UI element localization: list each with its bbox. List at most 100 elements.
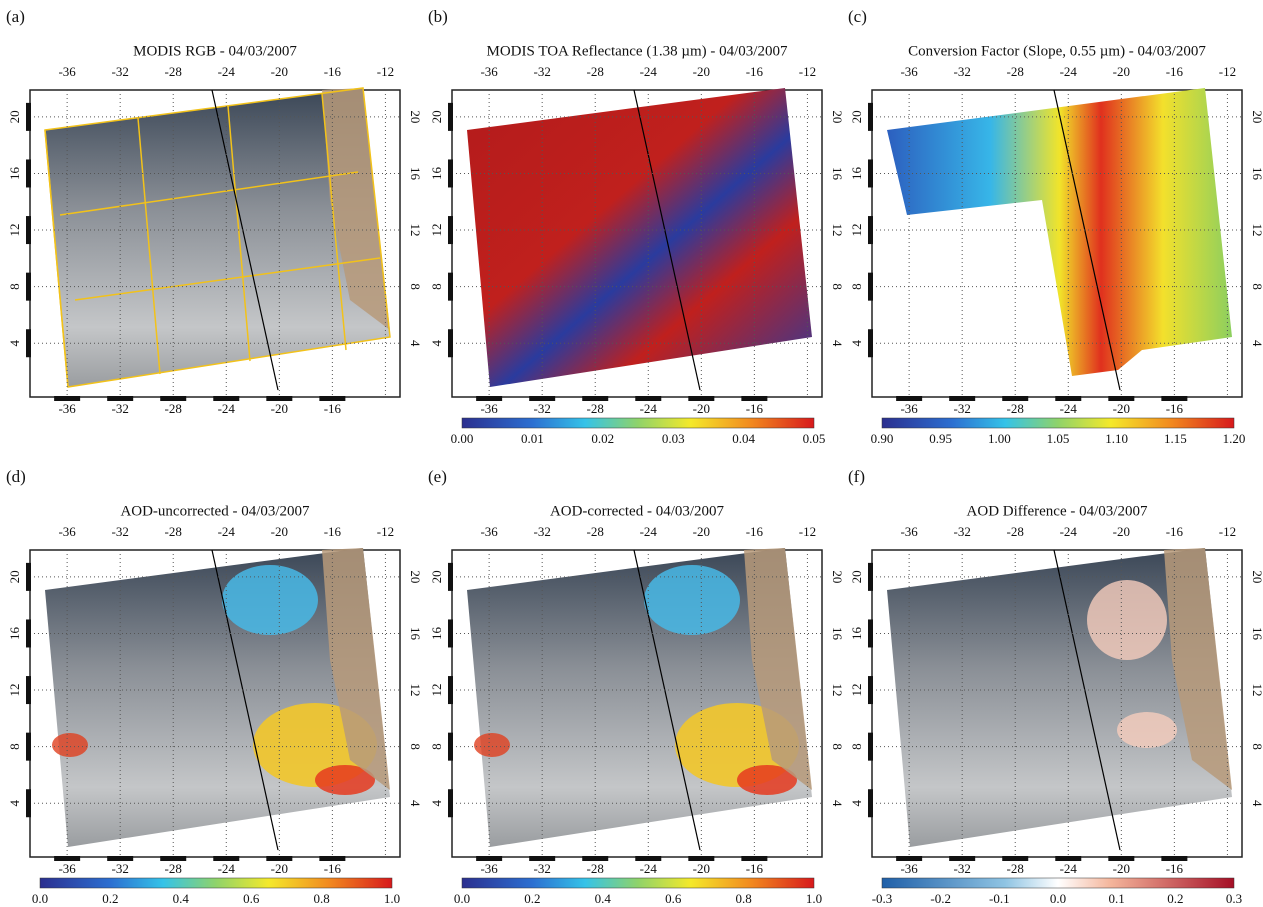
tick-bar (160, 396, 187, 401)
tick-bar (1002, 396, 1029, 401)
tick-bar (1108, 856, 1135, 861)
panel: (b) MODIS TOA Reflectance (1.38 µm) - 04/… (428, 7, 845, 446)
lat-tick-label: 20 (7, 110, 22, 123)
tick-bar (635, 396, 662, 401)
panel: (d) AOD-uncorrected - 04/03/2007 -36 -32 -28… (6, 467, 423, 906)
tick-bar (107, 856, 134, 861)
tick-bar (741, 856, 768, 861)
lat-tick-label: 20 (408, 570, 423, 583)
tick-bar (582, 396, 609, 401)
lon-tick-label: -28 (587, 524, 604, 539)
lon-tick-label: -24 (640, 524, 658, 539)
lon-tick-label: -28 (165, 524, 182, 539)
panel-title: AOD-corrected - 04/03/2007 (550, 503, 725, 519)
panel-title: MODIS TOA Reflectance (1.38 µm) - 04/03/… (487, 43, 788, 59)
lon-tick-label: -12 (377, 64, 394, 79)
lon-tick-label: -16 (324, 64, 342, 79)
colorbar (461, 417, 815, 429)
lon-tick-label: -32 (534, 861, 551, 876)
lon-tick-label: -28 (165, 64, 182, 79)
tick-bar (868, 329, 873, 358)
lon-tick-label: -16 (324, 401, 342, 416)
lon-tick-label: -36 (900, 861, 918, 876)
colorbar-tick-label: -0.3 (872, 891, 893, 906)
tick-bar (448, 732, 453, 761)
tick-bar (476, 856, 503, 861)
lon-tick-label: -36 (900, 401, 918, 416)
tick-bar (319, 396, 346, 401)
lon-tick-label: -36 (58, 64, 76, 79)
lat-tick-label: 16 (408, 167, 423, 181)
tick-bar (448, 619, 453, 648)
tick-bar (448, 216, 453, 245)
colorbar-tick-label: 0.95 (929, 431, 952, 446)
lat-tick-label: 12 (429, 224, 444, 237)
tick-bar (476, 396, 503, 401)
tick-bar (213, 856, 240, 861)
tick-bar (54, 396, 81, 401)
colorbar-tick-label: 0.03 (662, 431, 685, 446)
lon-tick-label: -24 (1060, 861, 1078, 876)
tick-bar (26, 159, 31, 188)
lon-tick-label: -24 (218, 861, 236, 876)
lon-tick-label: -20 (1113, 64, 1130, 79)
colorbar-tick-label: 0.8 (313, 891, 329, 906)
tick-bar (26, 329, 31, 358)
colorbar-tick-label: 0.2 (1167, 891, 1183, 906)
lat-tick-label: 4 (408, 340, 423, 347)
lat-tick-label: 16 (429, 166, 444, 180)
lat-tick-label: 16 (1250, 167, 1263, 181)
lat-tick-label: 4 (408, 800, 423, 807)
tick-bar (868, 619, 873, 648)
tick-bar (448, 329, 453, 358)
tick-bar (1161, 396, 1188, 401)
lon-tick-label: -36 (58, 401, 76, 416)
tick-bar (26, 562, 31, 591)
panel-title: Conversion Factor (Slope, 0.55 µm) - 04/… (908, 43, 1206, 59)
tick-bar (529, 396, 556, 401)
lat-tick-label: 20 (849, 110, 864, 123)
colorbar (881, 877, 1235, 889)
calipso-track (211, 89, 279, 391)
colorbar-tick-label: 0.05 (803, 431, 826, 446)
diff-patch (1087, 580, 1167, 660)
calipso-track (633, 89, 701, 391)
lat-tick-label: 4 (429, 339, 444, 346)
lat-tick-label: 20 (7, 570, 22, 583)
lat-tick-label: 20 (830, 110, 845, 123)
lon-tick-label: -16 (324, 861, 342, 876)
colorbar-tick-label: 1.0 (384, 891, 400, 906)
lat-tick-label: 12 (429, 684, 444, 697)
colorbar-tick-label: 0.2 (102, 891, 118, 906)
lon-tick-label: -36 (480, 401, 498, 416)
tile-edge (74, 257, 381, 301)
lat-tick-label: 12 (830, 224, 845, 237)
lon-tick-label: -24 (640, 861, 658, 876)
lat-tick-label: 8 (7, 283, 22, 290)
tile-edge (227, 105, 251, 362)
tick-bar (160, 856, 187, 861)
colorbar-tick-label: 0.04 (732, 431, 755, 446)
colorbar-tick-label: 0.6 (665, 891, 682, 906)
tick-bar (741, 396, 768, 401)
lat-tick-label: 8 (849, 283, 864, 290)
tick-bar (213, 396, 240, 401)
lat-tick-label: 20 (1250, 570, 1263, 583)
panel-label: (e) (428, 467, 447, 486)
tick-bar (1002, 856, 1029, 861)
lon-tick-label: -28 (587, 401, 604, 416)
lat-tick-label: 16 (830, 627, 845, 641)
swath (467, 88, 812, 387)
lat-tick-label: 8 (408, 743, 423, 750)
tick-bar (529, 856, 556, 861)
lat-tick-label: 4 (849, 799, 864, 806)
lon-tick-label: -28 (1007, 524, 1024, 539)
lon-tick-label: -32 (112, 401, 129, 416)
lat-tick-label: 12 (7, 684, 22, 697)
tick-bar (26, 676, 31, 705)
tick-bar (688, 396, 715, 401)
lon-tick-label: -12 (799, 64, 816, 79)
lon-tick-label: -20 (271, 861, 288, 876)
panel: (a) MODIS RGB - 04/03/2007 -36 -32 -28 -24 -20… (6, 7, 423, 416)
